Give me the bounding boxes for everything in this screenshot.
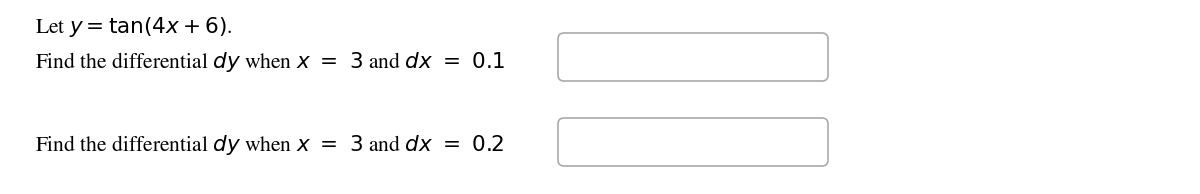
Text: Find the differential $dy$ when $x\ =\ 3$ and $dx\ =\ 0.2$: Find the differential $dy$ when $x\ =\ 3…	[35, 133, 504, 157]
FancyBboxPatch shape	[558, 33, 828, 81]
FancyBboxPatch shape	[558, 118, 828, 166]
Text: Let $y = \tan(4x + 6)$.: Let $y = \tan(4x + 6)$.	[35, 15, 233, 39]
Text: Find the differential $dy$ when $x\ =\ 3$ and $dx\ =\ 0.1$: Find the differential $dy$ when $x\ =\ 3…	[35, 50, 505, 74]
